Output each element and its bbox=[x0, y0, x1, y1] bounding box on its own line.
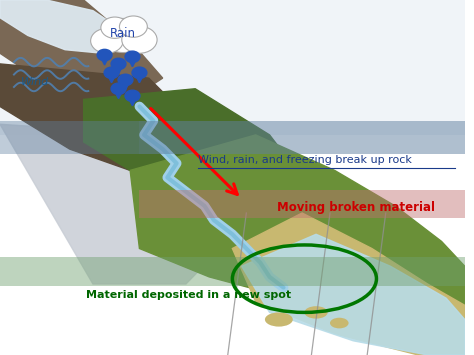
Circle shape bbox=[132, 67, 147, 78]
Circle shape bbox=[91, 28, 123, 53]
Circle shape bbox=[101, 18, 146, 53]
Bar bbox=[139, 190, 465, 218]
Text: Moving broken material: Moving broken material bbox=[276, 201, 435, 214]
Polygon shape bbox=[99, 54, 110, 65]
Circle shape bbox=[104, 67, 119, 78]
Polygon shape bbox=[130, 135, 465, 327]
Polygon shape bbox=[0, 0, 130, 53]
Ellipse shape bbox=[330, 318, 348, 328]
Ellipse shape bbox=[265, 312, 293, 327]
Bar bbox=[0, 0, 465, 135]
Polygon shape bbox=[0, 124, 255, 284]
Bar bbox=[139, 121, 465, 154]
Circle shape bbox=[118, 74, 133, 86]
Polygon shape bbox=[232, 213, 465, 355]
Circle shape bbox=[122, 26, 157, 53]
Text: Wind: Wind bbox=[21, 77, 49, 87]
Polygon shape bbox=[134, 72, 145, 83]
Text: Rain: Rain bbox=[110, 27, 136, 40]
Polygon shape bbox=[113, 88, 124, 99]
Circle shape bbox=[111, 83, 126, 94]
Polygon shape bbox=[120, 79, 131, 90]
Circle shape bbox=[101, 17, 129, 38]
Bar bbox=[0, 257, 149, 286]
Circle shape bbox=[125, 51, 140, 62]
Bar bbox=[0, 121, 139, 154]
Bar bbox=[149, 257, 465, 286]
Text: Material deposited in a new spot: Material deposited in a new spot bbox=[86, 290, 291, 300]
Polygon shape bbox=[127, 56, 138, 67]
Circle shape bbox=[119, 16, 147, 37]
Polygon shape bbox=[127, 95, 138, 106]
Circle shape bbox=[97, 49, 112, 61]
Polygon shape bbox=[83, 89, 302, 206]
Text: Wind, rain, and freezing break up rock: Wind, rain, and freezing break up rock bbox=[198, 155, 411, 165]
Circle shape bbox=[111, 58, 126, 70]
Circle shape bbox=[125, 90, 140, 102]
Polygon shape bbox=[113, 63, 124, 74]
Polygon shape bbox=[106, 72, 117, 83]
Ellipse shape bbox=[304, 306, 328, 319]
Polygon shape bbox=[0, 0, 163, 99]
Polygon shape bbox=[0, 64, 195, 170]
Polygon shape bbox=[242, 234, 465, 355]
